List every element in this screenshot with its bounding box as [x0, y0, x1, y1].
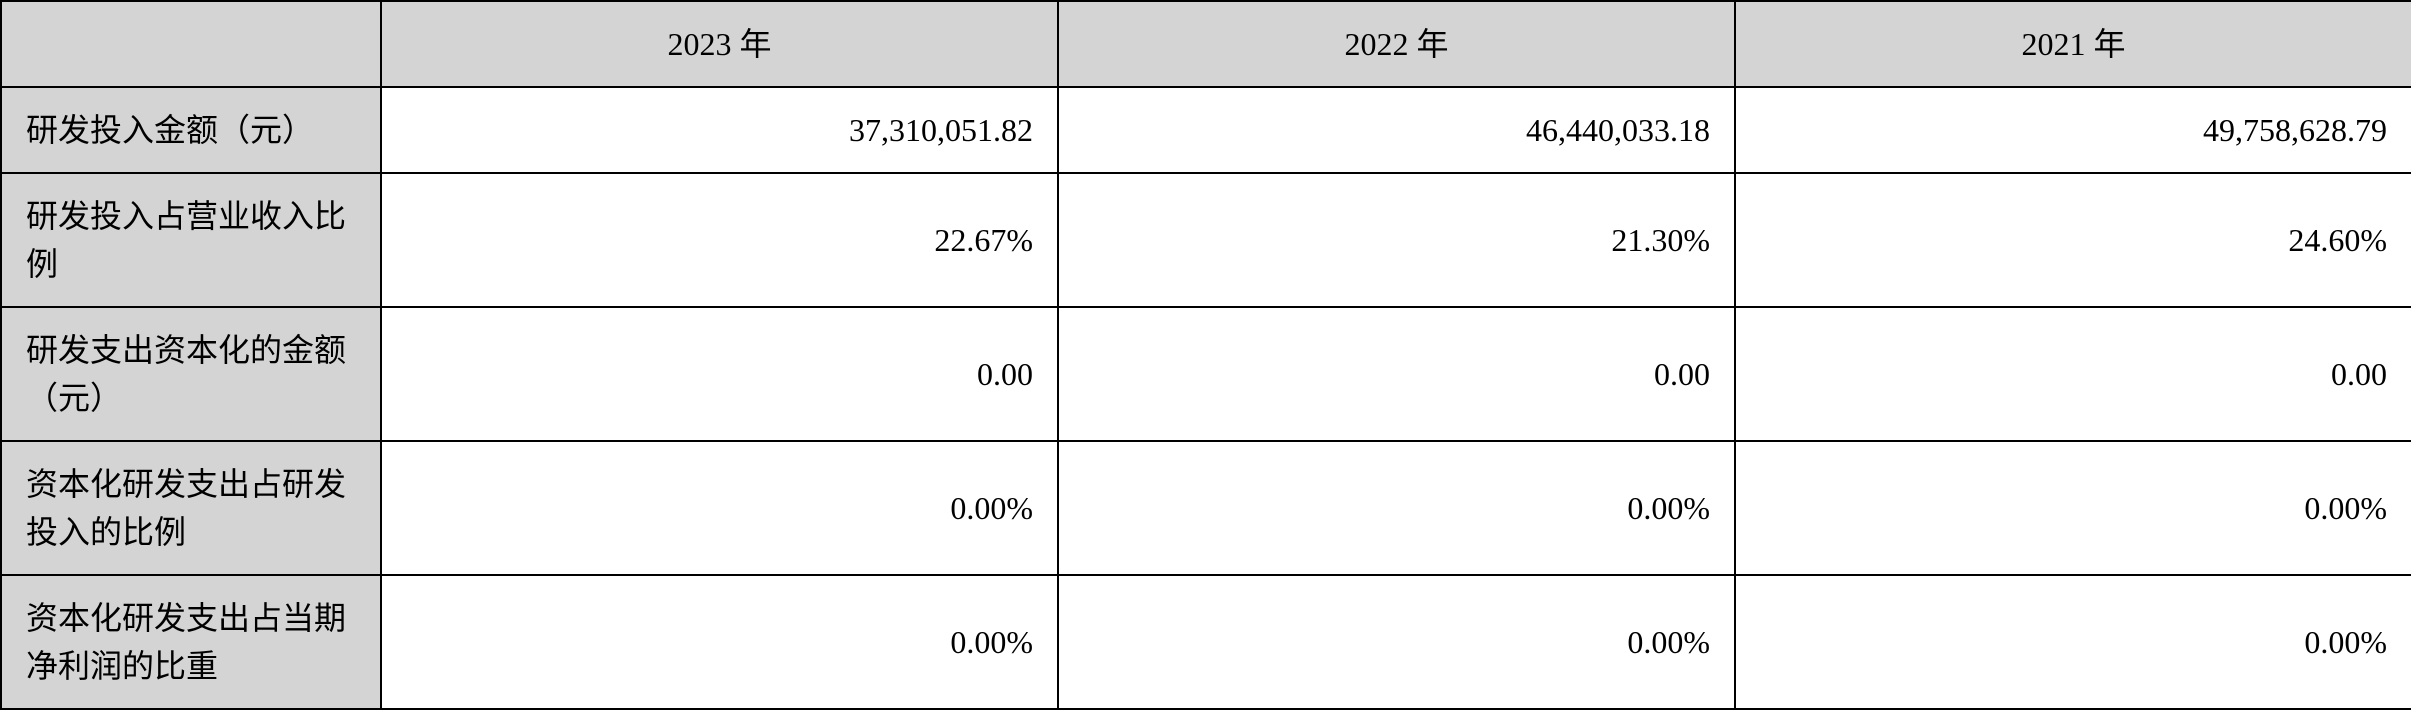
data-cell: 21.30%: [1058, 173, 1735, 307]
row-label: 研发投入占营业收入比例: [1, 173, 381, 307]
table-row: 研发支出资本化的金额（元） 0.00 0.00 0.00: [1, 307, 2411, 441]
table-header-row: 2023 年 2022 年 2021 年: [1, 1, 2411, 87]
header-year-2022: 2022 年: [1058, 1, 1735, 87]
data-cell: 37,310,051.82: [381, 87, 1058, 173]
data-cell: 46,440,033.18: [1058, 87, 1735, 173]
data-cell: 0.00%: [1735, 441, 2411, 575]
table-row: 研发投入金额（元） 37,310,051.82 46,440,033.18 49…: [1, 87, 2411, 173]
header-year-2023: 2023 年: [381, 1, 1058, 87]
header-blank: [1, 1, 381, 87]
data-cell: 49,758,628.79: [1735, 87, 2411, 173]
row-label: 资本化研发支出占当期净利润的比重: [1, 575, 381, 709]
data-cell: 0.00%: [381, 575, 1058, 709]
data-cell: 24.60%: [1735, 173, 2411, 307]
row-label: 研发投入金额（元）: [1, 87, 381, 173]
table-row: 资本化研发支出占研发投入的比例 0.00% 0.00% 0.00%: [1, 441, 2411, 575]
header-year-2021: 2021 年: [1735, 1, 2411, 87]
data-cell: 0.00%: [381, 441, 1058, 575]
data-cell: 0.00: [1058, 307, 1735, 441]
table-row: 资本化研发支出占当期净利润的比重 0.00% 0.00% 0.00%: [1, 575, 2411, 709]
data-cell: 0.00: [1735, 307, 2411, 441]
row-label: 研发支出资本化的金额（元）: [1, 307, 381, 441]
row-label: 资本化研发支出占研发投入的比例: [1, 441, 381, 575]
data-cell: 0.00%: [1058, 441, 1735, 575]
data-cell: 0.00%: [1735, 575, 2411, 709]
data-cell: 0.00%: [1058, 575, 1735, 709]
data-cell: 0.00: [381, 307, 1058, 441]
data-cell: 22.67%: [381, 173, 1058, 307]
rd-investment-table: 2023 年 2022 年 2021 年 研发投入金额（元） 37,310,05…: [0, 0, 2411, 710]
table-row: 研发投入占营业收入比例 22.67% 21.30% 24.60%: [1, 173, 2411, 307]
